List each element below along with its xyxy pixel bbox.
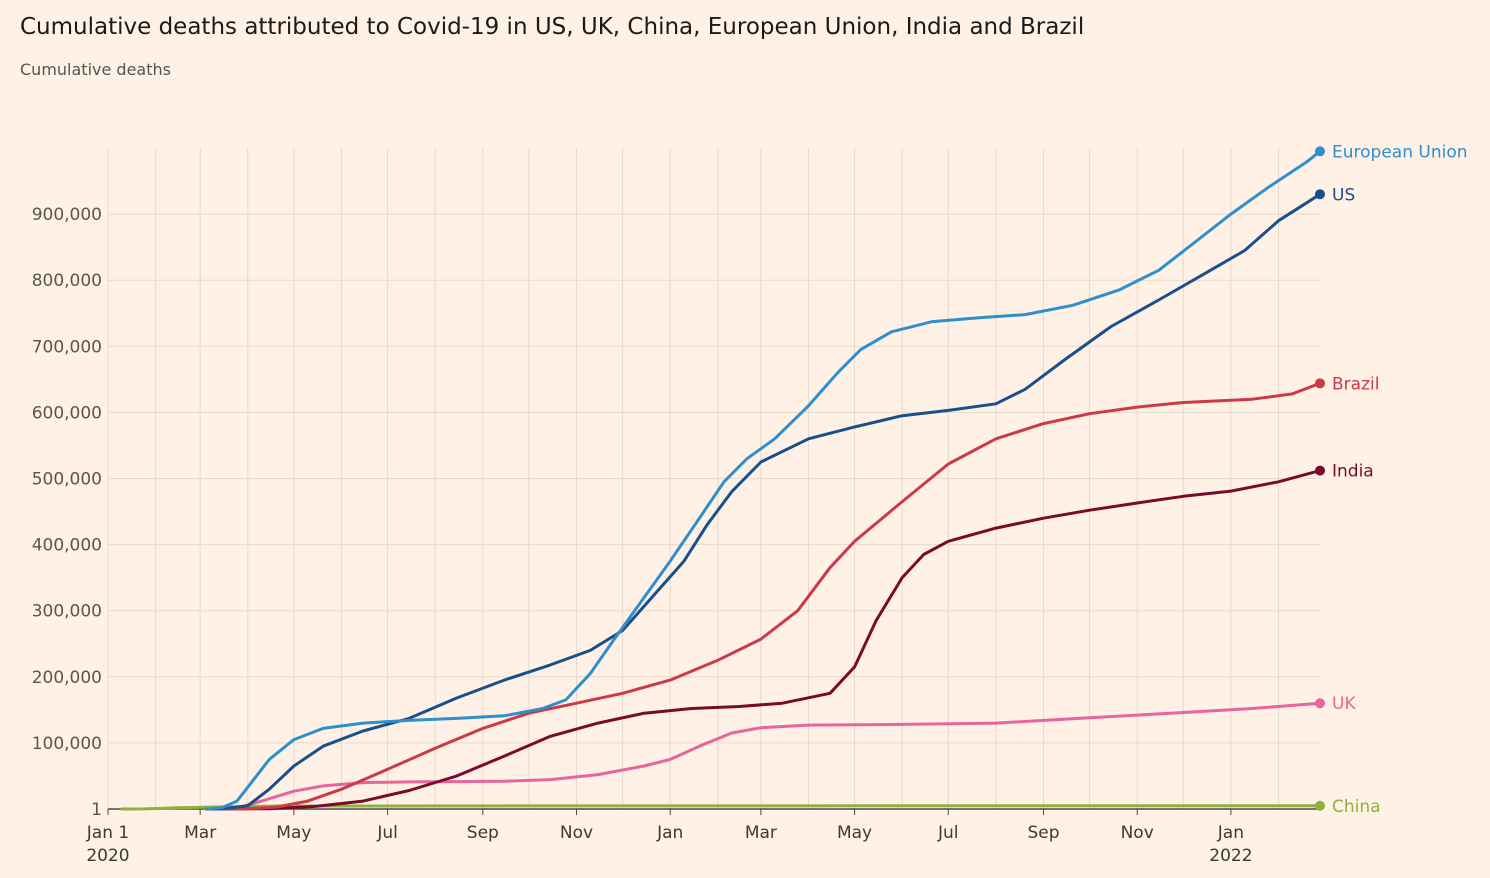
end-marker-india xyxy=(1315,465,1325,476)
end-marker-china xyxy=(1315,800,1325,811)
end-marker-brazil xyxy=(1315,378,1325,389)
x-axis-tick-labels: Jan 1 2020 Mar May Jul Sep Nov Jan Mar May Jul Sep N… xyxy=(86,809,1253,866)
series-line-india xyxy=(220,469,1322,811)
x-tick-label: Jan 1 xyxy=(86,823,129,843)
x-tick-label: Mar xyxy=(745,823,777,843)
y-tick-label: 700,000 xyxy=(32,337,102,357)
x-tick-sublabel: 2022 xyxy=(1209,846,1252,866)
x-tick-label: Jul xyxy=(376,823,398,843)
y-tick-label: 400,000 xyxy=(32,536,102,556)
x-tick-label: Jul xyxy=(937,823,959,843)
x-tick-label: Jan xyxy=(1217,823,1244,843)
x-tick-label: Jan xyxy=(656,823,683,843)
y-tick-label: 600,000 xyxy=(32,403,102,423)
series-lines xyxy=(120,149,1322,811)
series-line-uk xyxy=(212,701,1322,811)
series-label-china: China xyxy=(1332,797,1381,817)
end-marker-us xyxy=(1315,189,1325,200)
x-tick-label: Nov xyxy=(560,823,593,843)
x-tick-label: Sep xyxy=(1027,823,1059,843)
x-tick-label: Mar xyxy=(184,823,216,843)
x-tick-label: May xyxy=(276,823,311,843)
series-line-us xyxy=(204,192,1322,811)
chart-title: Cumulative deaths attributed to Covid-19… xyxy=(20,14,1085,40)
y-axis-tick-labels: 1 100,000 200,000 300,000 400,000 500,000 600,… xyxy=(32,205,102,820)
y-tick-label: 100,000 xyxy=(32,734,102,754)
x-tick-label: Sep xyxy=(467,823,499,843)
series-label-brazil: Brazil xyxy=(1332,374,1379,394)
series-end-markers xyxy=(1315,146,1325,811)
series-line-brazil xyxy=(220,381,1322,811)
chart-subtitle: Cumulative deaths xyxy=(20,60,171,79)
x-tick-sublabel: 2020 xyxy=(86,846,129,866)
series-labels: China UK India Brazil US European Union xyxy=(1332,142,1468,816)
x-tick-label: May xyxy=(837,823,872,843)
series-label-india: India xyxy=(1332,462,1374,482)
y-tick-label: 1 xyxy=(91,800,102,820)
y-tick-label: 300,000 xyxy=(32,602,102,622)
x-tick-label: Nov xyxy=(1121,823,1154,843)
y-tick-label: 200,000 xyxy=(32,668,102,688)
series-label-uk: UK xyxy=(1332,694,1356,714)
y-tick-label: 900,000 xyxy=(32,205,102,225)
series-label-us: US xyxy=(1332,185,1355,205)
series-line-european-union xyxy=(204,149,1322,811)
end-marker-european-union xyxy=(1315,146,1325,157)
horizontal-gridlines xyxy=(108,213,1320,744)
end-marker-uk xyxy=(1315,698,1325,709)
y-tick-label: 800,000 xyxy=(32,271,102,291)
y-tick-label: 500,000 xyxy=(32,470,102,490)
series-label-european-union: European Union xyxy=(1332,142,1468,162)
